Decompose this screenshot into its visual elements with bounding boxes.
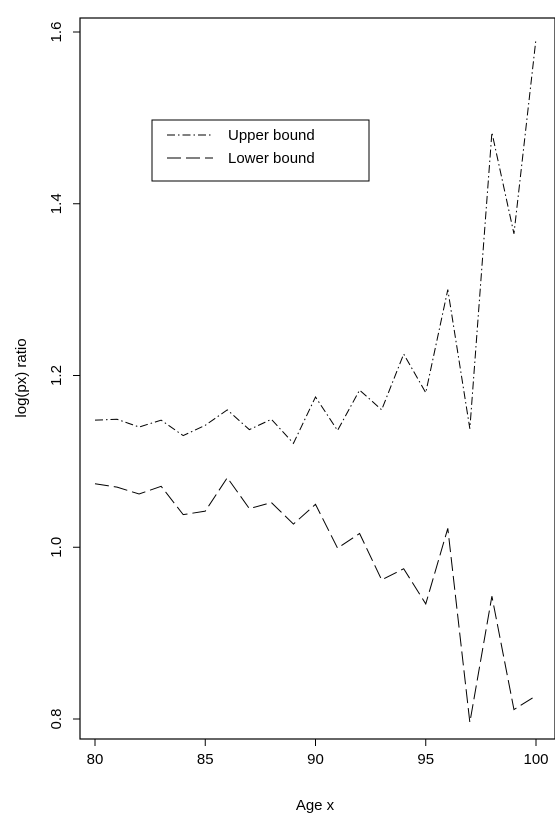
x-axis-label: Age x xyxy=(296,797,335,814)
y-tick-label-1.4: 1.4 xyxy=(48,193,65,214)
legend-box xyxy=(151,119,370,182)
x-axis: 80 85 90 95 100 xyxy=(87,738,549,768)
y-tick-label-1.0: 1.0 xyxy=(48,537,65,558)
x-tick-label-95: 95 xyxy=(417,751,434,768)
y-axis: 0.8 1.0 1.2 1.4 1.6 xyxy=(48,22,81,730)
legend-label-upper-bound: Upper bound xyxy=(228,127,315,144)
x-tick-label-100: 100 xyxy=(523,751,548,768)
series-line-lower-bound xyxy=(94,476,537,723)
x-tick-label-80: 80 xyxy=(87,751,104,768)
y-axis-label: log(px) ratio xyxy=(13,338,30,417)
x-tick-label-90: 90 xyxy=(307,751,324,768)
y-tick-label-1.2: 1.2 xyxy=(48,365,65,386)
y-tick-label-0.8: 0.8 xyxy=(48,709,65,730)
x-tick-label-85: 85 xyxy=(197,751,214,768)
series-layer xyxy=(94,38,537,723)
legend-label-lower-bound: Lower bound xyxy=(228,150,315,167)
series-line-upper-bound xyxy=(94,38,537,445)
legend: Upper bound Lower bound xyxy=(151,119,370,182)
y-tick-label-1.6: 1.6 xyxy=(48,22,65,43)
